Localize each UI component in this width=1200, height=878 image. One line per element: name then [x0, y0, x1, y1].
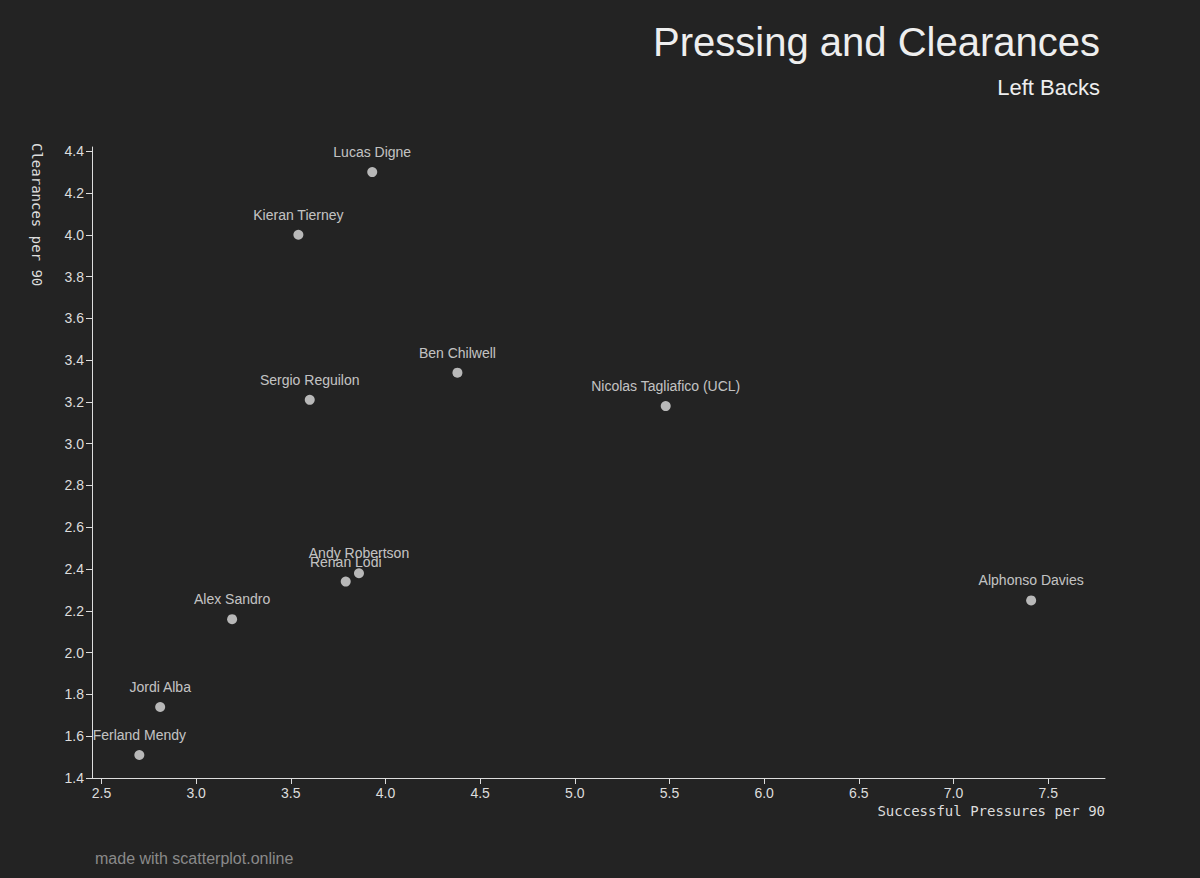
svg-text:Renan Lodi: Renan Lodi	[310, 554, 382, 570]
svg-text:4.2: 4.2	[65, 185, 85, 201]
svg-text:7.5: 7.5	[1038, 785, 1058, 801]
svg-text:Jordi Alba: Jordi Alba	[129, 679, 191, 695]
svg-text:4.0: 4.0	[376, 785, 396, 801]
svg-text:Alex Sandro: Alex Sandro	[194, 591, 270, 607]
svg-text:Clearances per 90: Clearances per 90	[29, 143, 45, 286]
svg-text:6.0: 6.0	[754, 785, 774, 801]
svg-text:2.4: 2.4	[65, 561, 85, 577]
svg-text:4.0: 4.0	[65, 227, 85, 243]
svg-text:5.0: 5.0	[565, 785, 585, 801]
svg-text:5.5: 5.5	[660, 785, 680, 801]
svg-text:Lucas Digne: Lucas Digne	[333, 144, 411, 160]
svg-text:3.6: 3.6	[65, 310, 85, 326]
svg-text:4.5: 4.5	[470, 785, 490, 801]
svg-text:1.8: 1.8	[65, 686, 85, 702]
svg-text:3.5: 3.5	[281, 785, 301, 801]
svg-text:3.0: 3.0	[186, 785, 206, 801]
svg-text:6.5: 6.5	[849, 785, 869, 801]
svg-text:2.0: 2.0	[65, 645, 85, 661]
svg-text:Kieran Tierney: Kieran Tierney	[253, 207, 343, 223]
svg-text:3.0: 3.0	[65, 436, 85, 452]
svg-text:Successful Pressures per 90: Successful Pressures per 90	[877, 803, 1105, 819]
svg-text:7.0: 7.0	[944, 785, 964, 801]
svg-text:3.8: 3.8	[65, 269, 85, 285]
svg-text:2.5: 2.5	[92, 785, 112, 801]
svg-text:Sergio Reguilon: Sergio Reguilon	[260, 372, 360, 388]
svg-text:Ben Chilwell: Ben Chilwell	[419, 345, 496, 361]
svg-text:2.8: 2.8	[65, 477, 85, 493]
svg-text:1.6: 1.6	[65, 728, 85, 744]
svg-text:2.2: 2.2	[65, 603, 85, 619]
svg-text:4.4: 4.4	[65, 143, 85, 159]
svg-text:3.4: 3.4	[65, 352, 85, 368]
svg-text:2.6: 2.6	[65, 519, 85, 535]
svg-text:Pressing and Clearances: Pressing and Clearances	[653, 20, 1100, 64]
svg-text:Alphonso Davies: Alphonso Davies	[979, 572, 1084, 588]
svg-text:3.2: 3.2	[65, 394, 85, 410]
svg-text:1.4: 1.4	[65, 770, 85, 786]
svg-text:Left Backs: Left Backs	[997, 75, 1100, 100]
svg-text:Nicolas Tagliafico (UCL): Nicolas Tagliafico (UCL)	[591, 378, 740, 394]
svg-text:made with scatterplot.online: made with scatterplot.online	[95, 850, 293, 867]
svg-text:Ferland Mendy: Ferland Mendy	[93, 727, 186, 743]
